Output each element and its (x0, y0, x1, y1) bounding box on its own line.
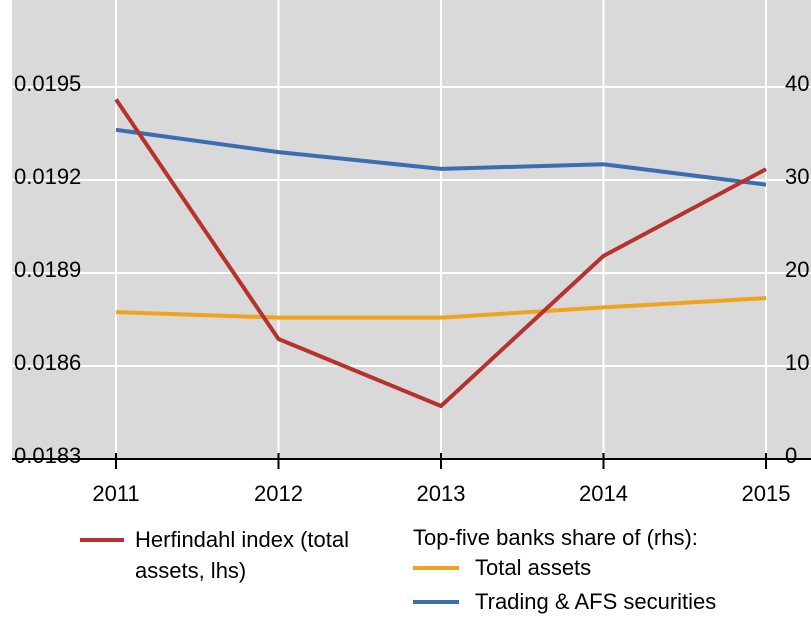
y2-tick-label: 40 (785, 71, 809, 96)
x-tick-label: 2013 (417, 481, 466, 506)
x-tick-label: 2014 (579, 481, 628, 506)
legend-title: Top-five banks share of (rhs): (413, 525, 698, 550)
x-tick-label: 2012 (254, 481, 303, 506)
legend-label: Total assets (475, 555, 592, 580)
y2-tick-label: 30 (785, 164, 809, 189)
y-tick-label: 0.0186 (14, 350, 81, 375)
legend-label: Herfindahl index (total assets, lhs) (135, 527, 350, 583)
y-tick-label: 0.0195 (14, 71, 81, 96)
legend-swatch (80, 538, 124, 542)
legend-swatch (413, 600, 459, 604)
series-line (114, 98, 767, 409)
series-line (115, 296, 767, 320)
y2-tick-label: 0 (785, 443, 797, 468)
legend-label: Trading & AFS securities (475, 589, 717, 614)
y-tick-label: 0.0192 (14, 164, 81, 189)
plot-area (12, 0, 811, 459)
x-tick-label: 2015 (742, 481, 791, 506)
y2-tick-label: 20 (785, 257, 809, 282)
y-tick-label: 0.0189 (14, 257, 81, 282)
x-tick-label: 2011 (92, 481, 139, 506)
legend-swatch (413, 566, 459, 570)
y-tick-label: 0.0183 (14, 443, 81, 468)
series-line (115, 127, 767, 187)
y2-tick-label: 10 (785, 350, 809, 375)
